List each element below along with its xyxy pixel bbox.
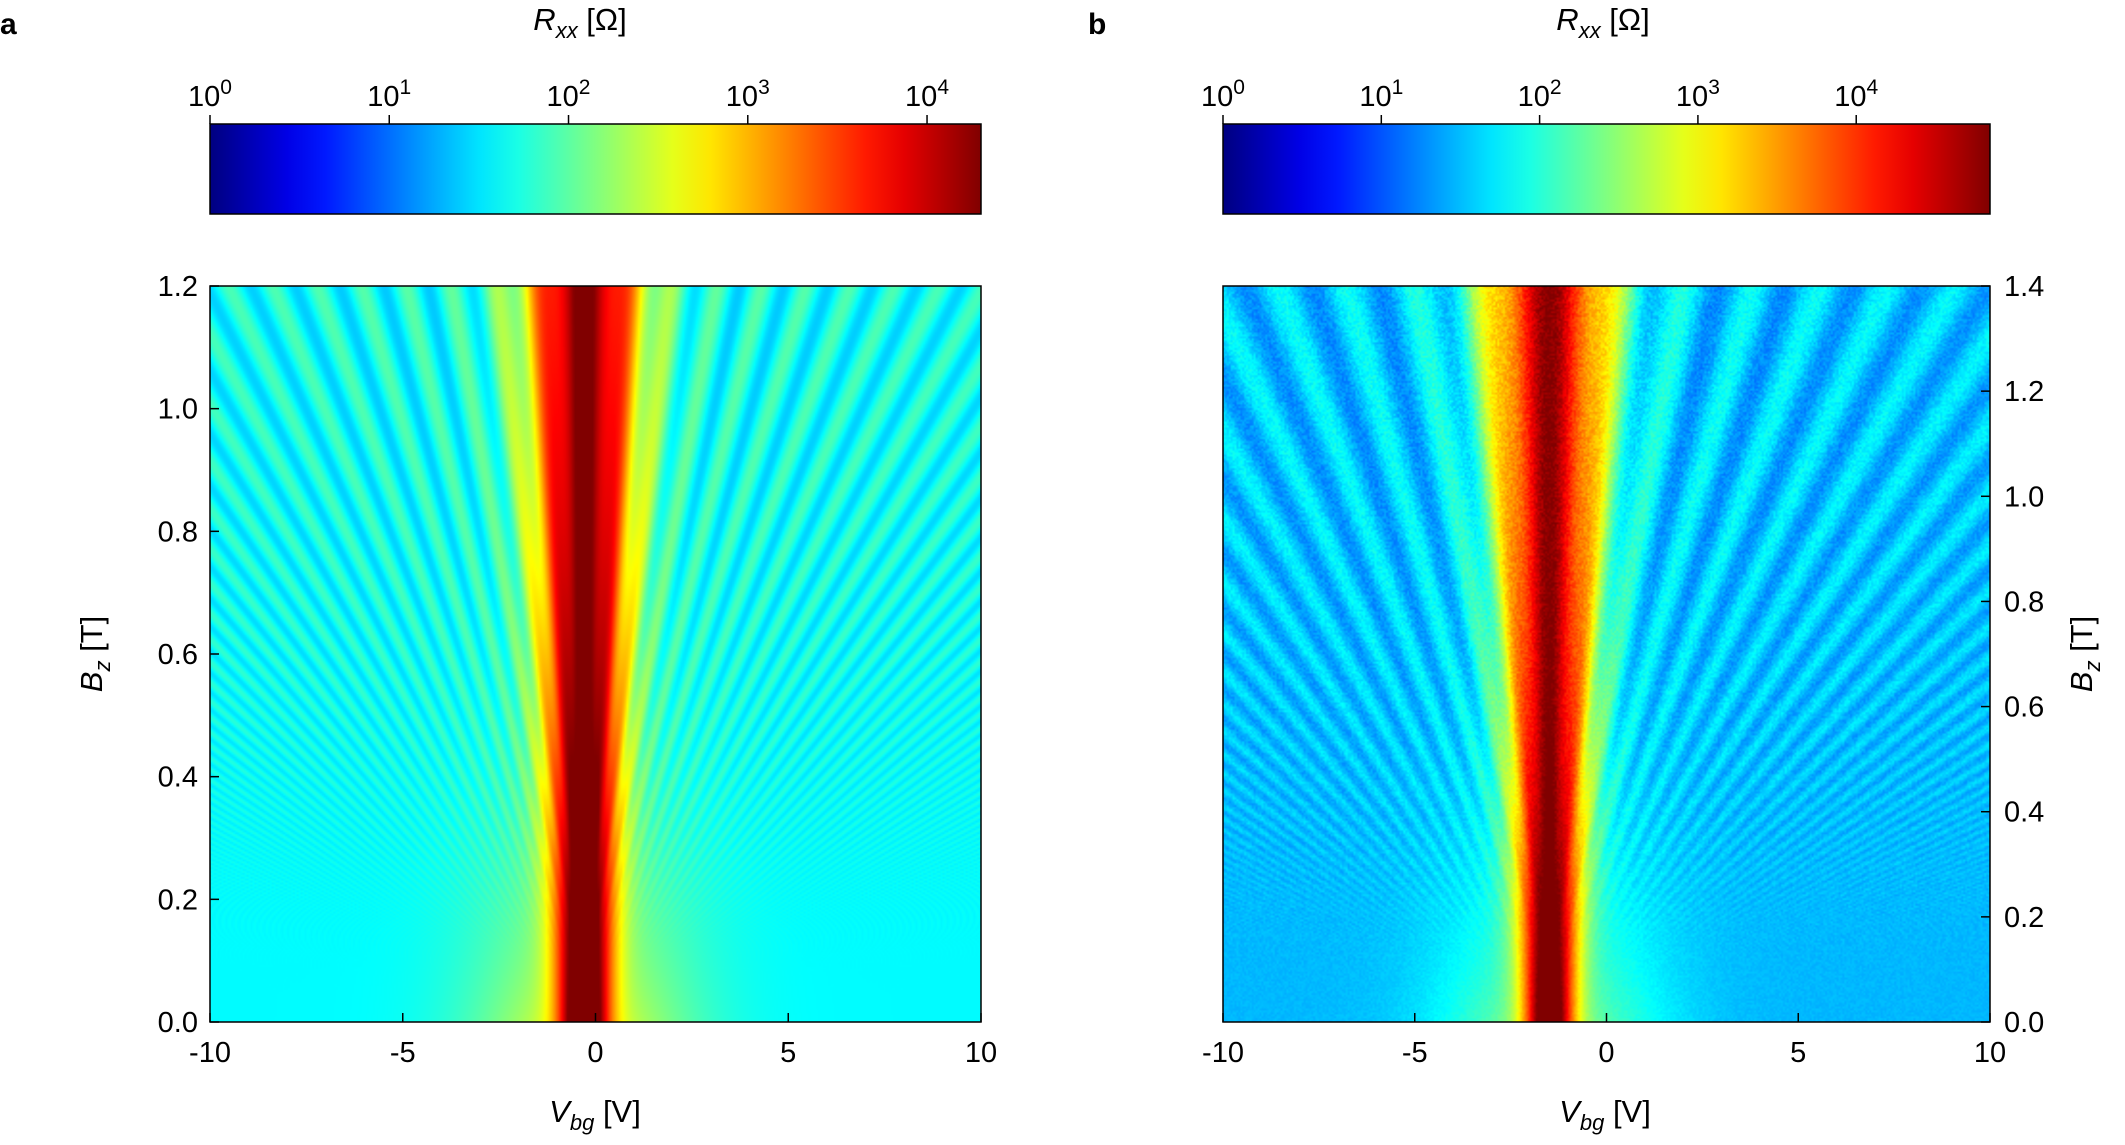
heatmap-a: -10 -5 0 5 10 0.0 0.2 0.4 0.6 0.8 1.0 1.2 <box>158 271 997 1069</box>
x-axis-a-label: Vbg [V] <box>549 1094 641 1135</box>
colorbar-a-tick-label: 100 <box>188 76 232 113</box>
colorbar-b-label-unit: [Ω] <box>1601 2 1650 37</box>
colorbar-a-label: Rxx [Ω] <box>533 2 626 43</box>
x-axis-a-tick-label: 5 <box>780 1037 796 1069</box>
y-axis-b: 0.0 0.2 0.4 0.6 0.8 1.0 1.2 1.4 <box>1981 271 2044 1039</box>
panel-b: b Rxx [Ω] 100 101 102 103 104 -10 -5 0 5 10 0.00… <box>1088 2 2105 1135</box>
y-axis-a-tick-label: 0.6 <box>158 639 198 671</box>
colorbar-a-bar <box>209 123 982 215</box>
y-axis-b-tick-label: 0.2 <box>2004 902 2044 934</box>
colorbar-b-label: Rxx [Ω] <box>1556 2 1649 43</box>
colorbar-b-tick-label: 102 <box>1518 76 1562 113</box>
x-axis-a-label-unit: [V] <box>594 1094 641 1129</box>
x-axis-a-tick-label: -10 <box>189 1037 231 1069</box>
x-axis-b-tick-label: 10 <box>1974 1037 2006 1069</box>
x-axis-a-tick-label: 0 <box>587 1037 603 1069</box>
colorbar-b-tick-label: 101 <box>1359 76 1403 113</box>
colorbar-b-label-sub: xx <box>1578 18 1602 43</box>
y-axis-a-tick-label: 0.8 <box>158 516 198 548</box>
y-axis-b-tick-label: 0.0 <box>2004 1007 2044 1039</box>
y-axis-b-label-symbol: B <box>2064 672 2099 693</box>
colorbar-a-label-sub: xx <box>555 18 579 43</box>
colorbar-b-tick-label: 100 <box>1201 76 1245 113</box>
y-axis-a-label-symbol: B <box>74 672 109 693</box>
panel-a: a Rxx [Ω] 100 101 102 103 104 -10 -5 0 5 10 0.00… <box>0 2 997 1135</box>
colorbar-a-tick-label: 101 <box>367 76 411 113</box>
x-axis-a-label-sub: bg <box>570 1110 595 1135</box>
heatmap-a-image <box>210 286 981 1022</box>
y-axis-b-tick-label: 1.0 <box>2004 481 2044 513</box>
colorbar-a-label-unit: [Ω] <box>578 2 627 37</box>
y-axis-a-label-unit: [T] <box>74 616 109 661</box>
colorbar-b-bar <box>1222 123 1991 215</box>
x-axis-b-label-symbol: V <box>1559 1094 1583 1129</box>
panel-a-letter: a <box>0 8 17 41</box>
y-axis-b-tick-label: 0.8 <box>2004 586 2044 618</box>
colorbar-b-ticks: 100 101 102 103 104 <box>1201 76 1879 124</box>
x-axis-b-tick-label: 0 <box>1598 1037 1614 1069</box>
colorbar-a-label-symbol: R <box>533 2 555 37</box>
colorbar-b-tick-label: 103 <box>1676 76 1720 113</box>
panel-b-letter: b <box>1088 8 1106 41</box>
y-axis-a-tick-label: 1.2 <box>158 271 198 303</box>
y-axis-b-label-sub: z <box>2080 661 2105 673</box>
x-axis-b-label-sub: bg <box>1580 1110 1605 1135</box>
y-axis-a-tick-label: 0.2 <box>158 884 198 916</box>
x-axis-a-tick-label: -5 <box>390 1037 416 1069</box>
heatmap-b: -10 -5 0 5 10 0.0 0.2 0.4 0.6 0.8 1.0 1.2 1.4 <box>1202 271 2044 1069</box>
x-axis-b-tick-label: 5 <box>1790 1037 1806 1069</box>
x-axis-a: -10 -5 0 5 10 <box>189 1013 997 1069</box>
y-axis-a-label-sub: z <box>90 661 115 673</box>
x-axis-b: -10 -5 0 5 10 <box>1202 1013 2006 1069</box>
x-axis-b-label-unit: [V] <box>1604 1094 1651 1129</box>
colorbar-a-tick-label: 104 <box>905 76 949 113</box>
colorbar-b: Rxx [Ω] 100 101 102 103 104 <box>1201 2 1991 215</box>
x-axis-a-tick-label: 10 <box>965 1037 997 1069</box>
y-axis-a-tick-label: 0.0 <box>158 1007 198 1039</box>
y-axis-b-label-unit: [T] <box>2064 616 2099 661</box>
heatmap-b-image <box>1223 286 1990 1022</box>
colorbar-b-tick-label: 104 <box>1834 76 1878 113</box>
x-axis-a-label-symbol: V <box>549 1094 573 1129</box>
x-axis-b-tick-label: -10 <box>1202 1037 1244 1069</box>
colorbar-a: Rxx [Ω] 100 101 102 103 104 <box>188 2 982 215</box>
colorbar-a-tick-label: 102 <box>547 76 591 113</box>
y-axis-b-tick-label: 0.4 <box>2004 797 2044 829</box>
y-axis-a-tick-label: 1.0 <box>158 394 198 426</box>
y-axis-b-tick-label: 1.2 <box>2004 376 2044 408</box>
y-axis-b-label: Bz [T] <box>2064 616 2105 692</box>
y-axis-a-label: Bz [T] <box>74 616 115 692</box>
y-axis-a-tick-label: 0.4 <box>158 762 198 794</box>
colorbar-b-label-symbol: R <box>1556 2 1578 37</box>
y-axis-a: 0.0 0.2 0.4 0.6 0.8 1.0 1.2 <box>158 271 219 1039</box>
colorbar-a-tick-label: 103 <box>726 76 770 113</box>
x-axis-b-tick-label: -5 <box>1402 1037 1428 1069</box>
y-axis-b-tick-label: 1.4 <box>2004 271 2044 303</box>
y-axis-b-tick-label: 0.6 <box>2004 692 2044 724</box>
colorbar-a-ticks: 100 101 102 103 104 <box>188 76 949 124</box>
x-axis-b-label: Vbg [V] <box>1559 1094 1651 1135</box>
